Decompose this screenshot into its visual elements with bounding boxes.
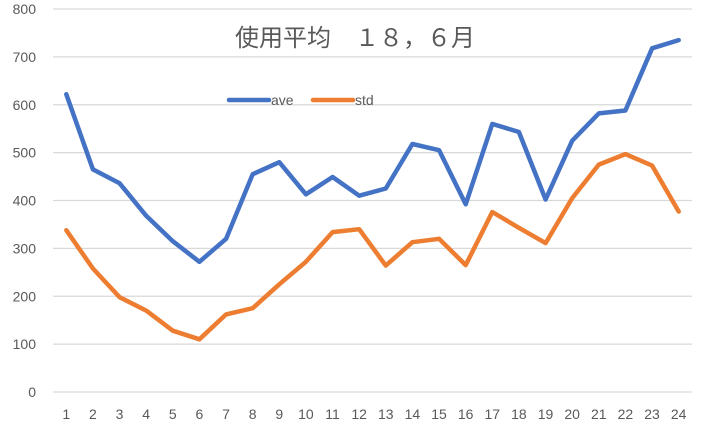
x-tick-label: 17 bbox=[485, 406, 501, 422]
x-tick-label: 19 bbox=[538, 406, 554, 422]
series-line-std bbox=[64, 151, 681, 342]
x-tick-label: 22 bbox=[618, 406, 634, 422]
x-tick-label: 18 bbox=[511, 406, 527, 422]
x-tick-label: 24 bbox=[671, 406, 687, 422]
x-tick-label: 6 bbox=[196, 406, 204, 422]
x-tick-label: 1 bbox=[62, 406, 70, 422]
y-tick-label: 200 bbox=[13, 288, 37, 304]
y-tick-label: 0 bbox=[28, 384, 36, 400]
legend-label-std: std bbox=[355, 92, 374, 108]
x-tick-label: 12 bbox=[351, 406, 367, 422]
x-tick-label: 23 bbox=[644, 406, 660, 422]
x-tick-label: 7 bbox=[222, 406, 230, 422]
legend-label-ave: ave bbox=[271, 92, 294, 108]
series-lines bbox=[64, 37, 681, 342]
x-tick-label: 15 bbox=[431, 406, 447, 422]
x-tick-label: 14 bbox=[405, 406, 421, 422]
x-tick-label: 2 bbox=[89, 406, 97, 422]
y-axis-labels: 0 100 200 300 400 500 600 700 800 bbox=[13, 1, 37, 400]
y-tick-label: 100 bbox=[13, 336, 37, 352]
y-tick-label: 600 bbox=[13, 97, 37, 113]
x-tick-label: 11 bbox=[325, 406, 340, 422]
x-axis-labels: 1 2 3 4 5 6 7 8 9 10 11 12 13 14 15 16 17 18 19 20 21 22 23 24 bbox=[62, 406, 686, 422]
x-tick-label: 10 bbox=[298, 406, 314, 422]
y-tick-label: 500 bbox=[13, 145, 37, 161]
x-tick-label: 4 bbox=[142, 406, 150, 422]
x-tick-label: 16 bbox=[458, 406, 474, 422]
x-tick-label: 13 bbox=[378, 406, 394, 422]
x-tick-label: 3 bbox=[116, 406, 124, 422]
chart-title: 使用平均 １８，６月 bbox=[235, 24, 475, 52]
y-tick-label: 800 bbox=[13, 1, 37, 17]
x-tick-label: 20 bbox=[564, 406, 580, 422]
y-tick-label: 400 bbox=[13, 193, 37, 209]
legend: ave std bbox=[226, 92, 374, 108]
y-tick-label: 300 bbox=[13, 240, 37, 256]
x-tick-label: 8 bbox=[249, 406, 257, 422]
gridlines bbox=[53, 8, 692, 393]
x-tick-label: 9 bbox=[275, 406, 283, 422]
y-tick-label: 700 bbox=[13, 49, 37, 65]
series-line-ave bbox=[64, 37, 681, 265]
x-tick-label: 21 bbox=[591, 406, 607, 422]
x-tick-label: 5 bbox=[169, 406, 177, 422]
